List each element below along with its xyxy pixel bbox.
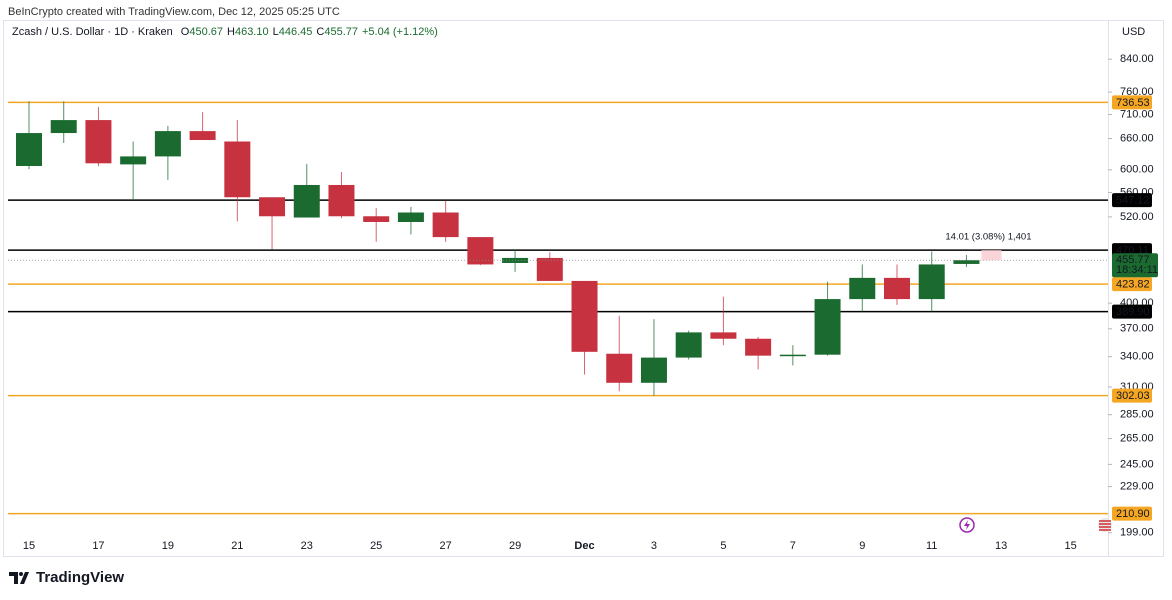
- candle-body: [606, 353, 633, 383]
- event-icon-bolt: [964, 520, 970, 530]
- x-tick-label: Dec: [574, 540, 594, 552]
- level-price-label: 423.82: [1116, 279, 1150, 291]
- candle-body: [814, 299, 841, 355]
- candle-body: [536, 257, 563, 281]
- level-price-box: [1112, 193, 1152, 208]
- candle-body: [120, 156, 147, 165]
- logo-dot: [19, 572, 23, 576]
- candle-body: [85, 120, 112, 164]
- candle-body: [328, 184, 355, 217]
- y-tick-label: 245.00: [1120, 458, 1154, 470]
- currency: USD: [1122, 26, 1145, 38]
- candle-body: [189, 131, 216, 140]
- x-tick-label: 21: [231, 540, 243, 552]
- x-tick-label: 11: [926, 540, 937, 552]
- y-tick-label: 840.00: [1120, 53, 1154, 65]
- ohlc-key: C: [316, 26, 324, 38]
- ohlc-value: 455.77: [324, 26, 358, 38]
- candle-body: [50, 120, 77, 134]
- y-tick-label: 710.00: [1120, 108, 1154, 120]
- plot: [8, 101, 1108, 515]
- logo: TradingView: [9, 569, 124, 586]
- projection-label: 14.01 (3.08%) 1,401: [945, 232, 1031, 243]
- candle-body: [710, 332, 737, 339]
- candle-body: [397, 212, 424, 222]
- candle-body: [571, 280, 598, 352]
- candle-body: [259, 197, 286, 217]
- event-icon: [959, 517, 975, 533]
- last-price-box: [1112, 253, 1158, 278]
- ohlc-key: L: [273, 26, 279, 38]
- x-tick-label: 7: [790, 540, 796, 552]
- credit: BeInCrypto created with TradingView.com,…: [8, 6, 340, 18]
- x-tick-label: 5: [720, 540, 726, 552]
- candle-body: [224, 141, 251, 198]
- y-tick-label: 370.00: [1120, 323, 1154, 335]
- y-tick-label: 340.00: [1120, 351, 1154, 363]
- level-price-box: [1112, 277, 1152, 292]
- y-tick-label: 760.00: [1120, 86, 1154, 98]
- flag-stripes: [1099, 520, 1111, 531]
- candle-body: [363, 216, 390, 222]
- y-tick-label: 660.00: [1120, 132, 1154, 144]
- candle-body: [918, 264, 945, 300]
- countdown-label: 18:34:11: [1116, 264, 1158, 276]
- candle-body: [640, 357, 667, 383]
- y-tick-label: 520.00: [1120, 211, 1154, 223]
- candle-body: [779, 354, 806, 357]
- candle-body: [467, 237, 494, 265]
- ohlc-key: H: [227, 26, 235, 38]
- level-price-label: 389.90: [1116, 306, 1150, 318]
- candle-body: [293, 184, 320, 218]
- level-price-box: [1112, 388, 1152, 403]
- x-tick-label: 13: [995, 540, 1007, 552]
- x-tick-label: 27: [440, 540, 452, 552]
- chart-frame: [3, 20, 1164, 557]
- logo-text: TradingView: [36, 569, 124, 586]
- x-tick-label: 3: [651, 540, 657, 552]
- y-tick-label: 265.00: [1120, 432, 1154, 444]
- x-tick-label: 9: [859, 540, 865, 552]
- x-tick-label: 19: [162, 540, 174, 552]
- y-tick-label: 199.00: [1120, 527, 1154, 539]
- x-tick-label: 17: [92, 540, 104, 552]
- level-price-label: 547.12: [1116, 195, 1150, 207]
- x-tick-label: 29: [509, 540, 521, 552]
- candle-body: [675, 332, 702, 358]
- y-tick-label: 229.00: [1120, 481, 1154, 493]
- y-tick-label: 600.00: [1120, 164, 1154, 176]
- candle-body: [432, 212, 459, 238]
- y-tick-label: 285.00: [1120, 409, 1154, 421]
- symbol-legend: Zcash / U.S. Dollar · 1D · Kraken O450.67…: [12, 26, 438, 38]
- change: +5.04 (+1.12%): [362, 26, 438, 38]
- candle-body: [884, 277, 910, 300]
- ohlc-value: 446.45: [279, 26, 313, 38]
- level-price-box: [1112, 506, 1152, 521]
- level-price-box: [1112, 95, 1152, 110]
- level-price-label: 736.53: [1116, 97, 1150, 109]
- ohlc-key: O: [181, 26, 190, 38]
- level-price-label: 210.90: [1116, 508, 1150, 520]
- x-tick-label: 15: [1064, 540, 1076, 552]
- symbol-title: Zcash / U.S. Dollar · 1D · Kraken: [12, 26, 173, 38]
- last-price-label: 455.77: [1116, 254, 1150, 266]
- ohlc-value: 450.67: [189, 26, 223, 38]
- x-tick-label: 23: [301, 540, 313, 552]
- candle-body: [154, 131, 181, 157]
- candle-body: [745, 338, 772, 356]
- candle-body: [953, 260, 980, 264]
- logo-mark: [9, 572, 29, 584]
- ohlc-value: 463.10: [235, 26, 269, 38]
- projection-box: [981, 250, 1002, 261]
- candle-body: [849, 277, 876, 300]
- x-tick-label: 15: [23, 540, 35, 552]
- candle-body: [16, 133, 42, 167]
- level-price-label: 302.03: [1116, 390, 1150, 402]
- x-tick-label: 25: [370, 540, 382, 552]
- level-price-box: [1112, 304, 1152, 319]
